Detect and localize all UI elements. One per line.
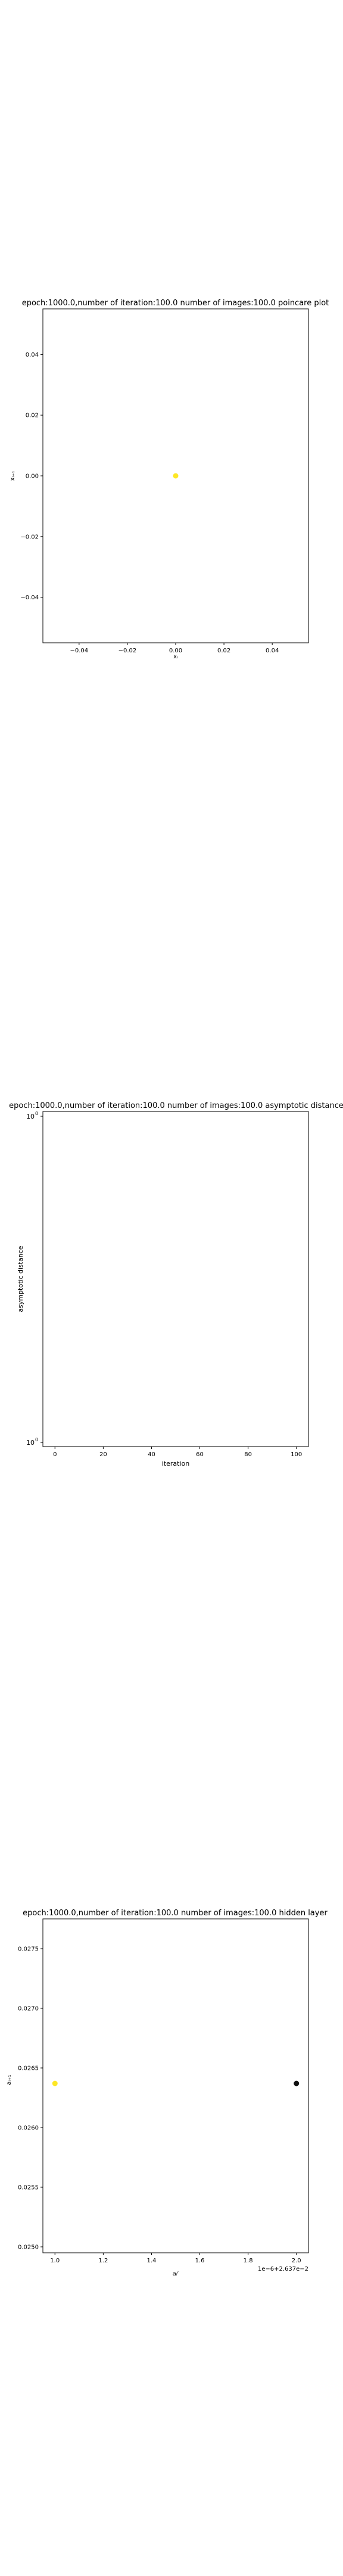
x-tick-label: 100 (291, 1451, 302, 1458)
y-tick-label-base: 10 (26, 1439, 35, 1447)
hidden-layer-y-axis-label: aᵢ₊₁ (6, 2075, 13, 2085)
data-point (52, 2080, 58, 2086)
x-tick-label: −0.04 (70, 648, 88, 654)
asymptotic-distance-panel: epoch:1000.0,number of iteration:100.0 n… (9, 1101, 343, 1467)
asymptotic-y-axis-label: asymptotic distance (17, 1246, 24, 1312)
y-tick-label: −0.04 (20, 595, 39, 601)
x-tick-label: 1.0 (50, 2258, 60, 2264)
hidden-layer-x-axis: 1.0 1.2 1.4 1.6 1.8 2.0 (50, 2253, 301, 2264)
x-tick-label: 2.0 (292, 2258, 301, 2264)
x-tick-label: 0.02 (217, 648, 230, 654)
y-tick-label: 0.0265 (18, 2066, 39, 2072)
y-tick-label-base: 10 (26, 1113, 35, 1120)
asymptotic-x-axis-label: iteration (162, 1460, 189, 1467)
poincare-plot-title: epoch:1000.0,number of iteration:100.0 n… (22, 299, 329, 308)
asymptotic-y-axis: 10 010 0 (26, 1111, 43, 1447)
y-tick-label-exponent: 0 (35, 1437, 38, 1442)
y-tick-label-exponent: 0 (35, 1111, 38, 1116)
x-tick-label: −0.02 (119, 648, 137, 654)
x-tick-label: 0.00 (169, 648, 182, 654)
asymptotic-distance-title: epoch:1000.0,number of iteration:100.0 n… (9, 1101, 343, 1110)
x-tick-label: 1.4 (147, 2258, 157, 2264)
y-tick-label: 0.00 (26, 473, 39, 480)
hidden-layer-points (52, 2080, 300, 2086)
hidden-layer-panel: epoch:1000.0,number of iteration:100.0 n… (6, 1909, 328, 2277)
poincare-x-axis-label: xᵢ (173, 654, 178, 660)
x-tick-label: 0 (53, 1451, 57, 1458)
asymptotic-distance-plot-area (42, 1111, 309, 1447)
hidden-layer-plot-area (42, 1918, 309, 2253)
x-tick-label: 60 (196, 1451, 204, 1458)
y-tick-label: 0.0260 (18, 2125, 39, 2132)
y-tick-label: 0.0275 (18, 1946, 39, 1953)
asymptotic-x-axis: 0 20 40 60 80 100 (53, 1447, 302, 1458)
poincare-y-axis: −0.04 −0.02 0.00 0.02 0.04 (20, 352, 43, 601)
y-tick-label: 0.02 (26, 413, 39, 419)
x-tick-label: 1.8 (244, 2258, 253, 2264)
hidden-layer-x-offset: 1e−6+2.637e−2 (258, 2266, 308, 2272)
y-tick-label: −0.02 (20, 534, 39, 540)
poincare-plot-panel: epoch:1000.0,number of iteration:100.0 n… (10, 299, 329, 660)
y-tick-label: 0.0255 (18, 2185, 39, 2191)
poincare-points (173, 473, 179, 479)
y-tick-label: 0.0270 (18, 2006, 39, 2012)
x-tick-label: 1.6 (195, 2258, 205, 2264)
x-tick-label: 0.04 (266, 648, 279, 654)
data-point (294, 2080, 300, 2086)
data-point (173, 473, 179, 479)
hidden-layer-x-axis-label: aᵢʳ (173, 2271, 179, 2277)
x-tick-label: 20 (99, 1451, 107, 1458)
poincare-x-axis: −0.04 −0.02 0.00 0.02 0.04 (70, 643, 279, 654)
x-tick-label: 80 (244, 1451, 252, 1458)
hidden-layer-y-axis: 0.0250 0.0255 0.0260 0.0265 0.0270 0.0275 (18, 1946, 43, 2251)
hidden-layer-title: epoch:1000.0,number of iteration:100.0 n… (23, 1909, 328, 1918)
y-tick-label: 0.0250 (18, 2244, 39, 2251)
y-tick-label: 0.04 (26, 352, 39, 358)
x-tick-label: 40 (148, 1451, 155, 1458)
x-tick-label: 1.2 (98, 2258, 108, 2264)
poincare-y-axis-label: xᵢ₊₁ (10, 471, 16, 481)
